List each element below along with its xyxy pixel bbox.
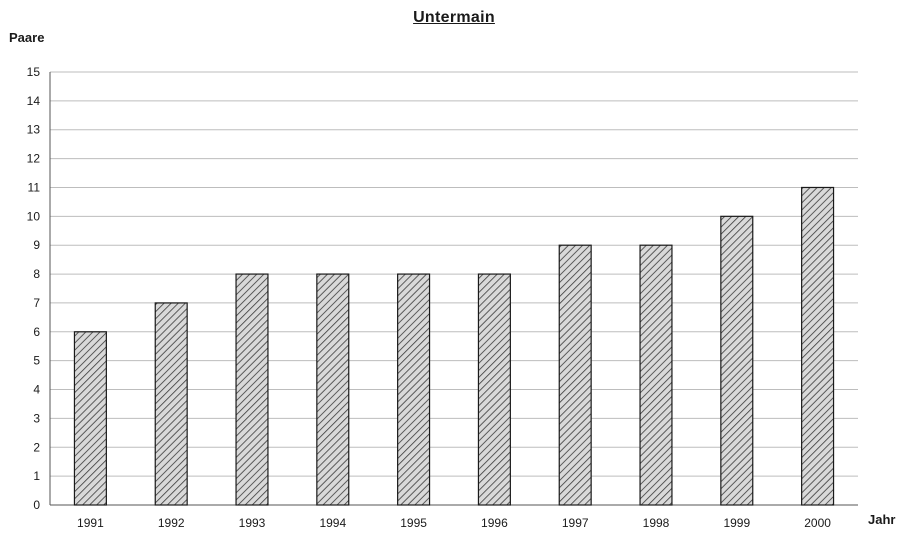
x-tick-label: 1992 [158, 516, 185, 530]
chart-title: Untermain [413, 9, 495, 26]
x-axis-label: Jahr [868, 512, 896, 527]
y-tick-label: 14 [27, 94, 41, 108]
bar-1997 [558, 244, 592, 506]
x-tick-labels: 1991 1992 1993 1994 1995 1996 1997 1998 1999 2000 [77, 516, 831, 530]
x-tick-label: 1991 [77, 516, 104, 530]
bar-1996 [477, 273, 511, 506]
y-tick-label: 7 [33, 296, 40, 310]
x-tick-label: 1997 [562, 516, 589, 530]
y-axis-label: Paare [9, 30, 45, 45]
y-tick-label: 2 [33, 440, 40, 454]
y-tick-label: 13 [27, 123, 41, 137]
y-tick-label: 8 [33, 267, 40, 281]
y-tick-label: 0 [33, 498, 40, 512]
y-tick-label: 1 [33, 469, 40, 483]
x-tick-label: 1995 [400, 516, 427, 530]
bar-1998 [639, 244, 673, 506]
x-tick-label: 1999 [723, 516, 750, 530]
bar-1995 [397, 273, 431, 506]
x-tick-label: 1998 [643, 516, 670, 530]
x-tick-label: 1993 [239, 516, 266, 530]
bar-1992 [154, 302, 188, 506]
y-tick-label: 6 [33, 325, 40, 339]
x-tick-label: 2000 [804, 516, 831, 530]
y-tick-label: 4 [33, 383, 40, 397]
x-tick-label: 1996 [481, 516, 508, 530]
y-tick-label: 12 [27, 152, 41, 166]
y-tick-label: 9 [33, 238, 40, 252]
y-tick-label: 5 [33, 354, 40, 368]
y-tick-label: 15 [27, 65, 41, 79]
bar-1999 [720, 215, 754, 506]
x-tick-label: 1994 [319, 516, 346, 530]
y-tick-label: 3 [33, 411, 40, 425]
y-tick-label: 10 [27, 209, 41, 223]
y-tick-label: 11 [28, 180, 41, 194]
bar-1993 [235, 273, 269, 506]
bars [73, 186, 835, 506]
bar-2000 [801, 186, 835, 506]
bar-1991 [73, 331, 107, 506]
bar-1994 [316, 273, 350, 506]
